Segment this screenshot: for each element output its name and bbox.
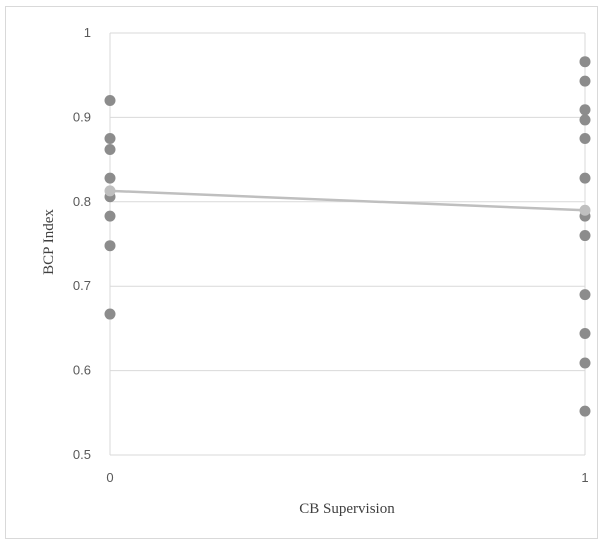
data-series bbox=[104, 56, 591, 417]
data-point bbox=[579, 56, 591, 68]
x-axis-title: CB Supervision bbox=[299, 501, 395, 517]
mean-point bbox=[579, 204, 591, 216]
y-tick-label: 0.9 bbox=[73, 109, 91, 124]
data-point bbox=[579, 405, 591, 417]
data-point bbox=[579, 75, 591, 87]
data-point bbox=[104, 172, 116, 184]
axes bbox=[109, 33, 586, 455]
data-point bbox=[104, 308, 116, 320]
data-point bbox=[579, 172, 591, 184]
gridlines bbox=[110, 32, 585, 456]
x-tick-label: 1 bbox=[581, 470, 588, 485]
data-point bbox=[104, 95, 116, 107]
data-point bbox=[579, 230, 591, 242]
data-point bbox=[104, 143, 116, 155]
data-point bbox=[104, 210, 116, 222]
data-point bbox=[104, 133, 116, 144]
data-point bbox=[579, 357, 591, 369]
data-point bbox=[104, 240, 116, 252]
chart-area bbox=[5, 6, 598, 539]
data-point bbox=[579, 114, 591, 126]
y-tick-label: 0.8 bbox=[73, 194, 91, 209]
y-tick-label: 1 bbox=[84, 25, 91, 40]
mean-point bbox=[104, 185, 116, 197]
data-point bbox=[579, 133, 591, 144]
x-tick-label: 0 bbox=[106, 470, 113, 485]
y-axis-title: BCP Index bbox=[41, 209, 57, 275]
y-tick-label: 0.7 bbox=[73, 278, 91, 293]
y-axis-ticks: 0.5 0.6 0.7 0.8 0.9 1 bbox=[73, 25, 91, 462]
data-point bbox=[579, 327, 591, 339]
data-point bbox=[579, 289, 591, 301]
mean-line bbox=[109, 189, 586, 212]
data-point bbox=[579, 104, 591, 116]
y-tick-label: 0.6 bbox=[73, 363, 91, 378]
y-tick-label: 0.5 bbox=[73, 447, 91, 462]
